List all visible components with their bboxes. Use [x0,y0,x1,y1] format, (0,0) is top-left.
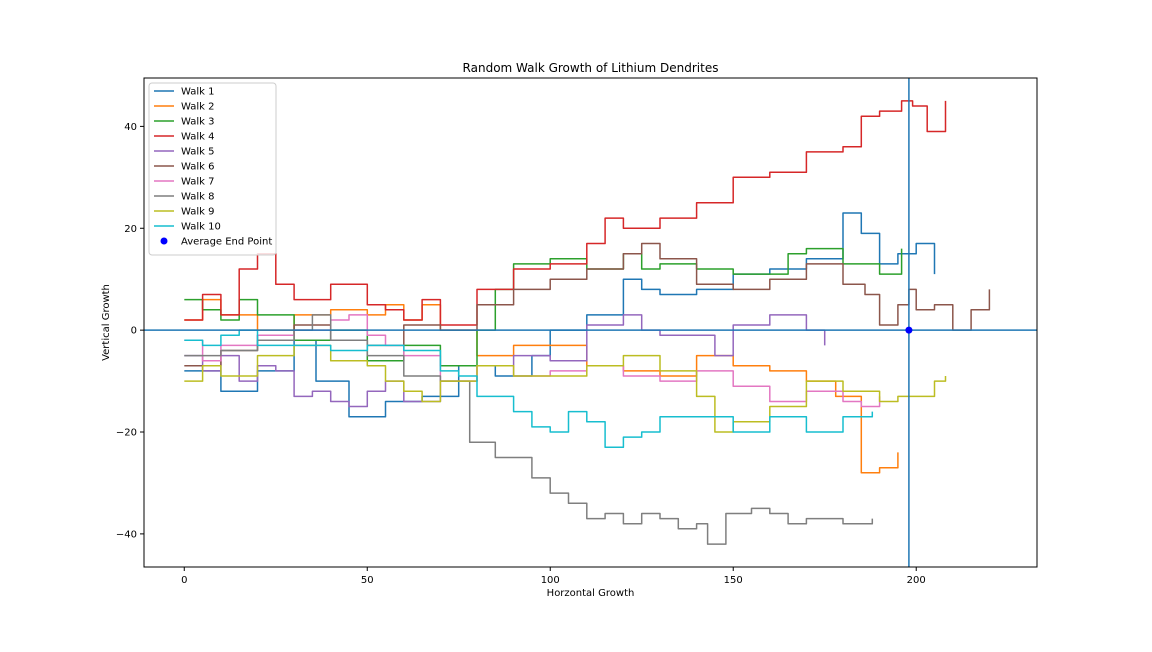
legend: Walk 1 Walk 2 Walk 3 Walk 4 Walk 5 Walk 6 Walk… [148,82,277,256]
legend-label-walk-7: Walk 7 [181,177,215,188]
plot-area [144,78,1037,567]
legend-label-walk-6: Walk 6 [181,162,215,173]
x-tick-label: 100 [541,575,560,586]
series-line-walk-3 [184,247,903,367]
y-tick-label: 20 [124,224,137,235]
legend-swatch-average-end-point [160,237,168,245]
legend-label-walk-3: Walk 3 [181,117,215,128]
series-line-walk-8 [184,314,874,545]
x-tick-label: 0 [181,575,187,586]
y-axis-label: Vertical Growth [101,284,112,361]
legend-label-walk-5: Walk 5 [181,147,215,158]
legend-label-walk-10: Walk 10 [181,222,221,233]
y-tick-label: 40 [124,122,137,133]
x-tick-label: 200 [907,575,926,586]
legend-box [148,82,277,256]
y-tick-label: 0 [131,326,137,337]
x-tick-label: 50 [361,575,374,586]
reference-lines [144,78,1037,567]
x-tick-label: 150 [724,575,743,586]
plot-frame [143,77,1038,568]
legend-label-average-end-point: Average End Point [181,237,272,248]
y-tick-label: −20 [116,428,137,439]
series-line-walk-4 [184,100,947,326]
legend-label-walk-2: Walk 2 [181,102,215,113]
legend-label-walk-4: Walk 4 [181,132,215,143]
legend-label-walk-1: Walk 1 [181,87,215,98]
series-layer [184,100,991,545]
y-tick-label: −40 [116,529,137,540]
legend-label-walk-9: Walk 9 [181,207,215,218]
x-axis-label: Horzontal Growth [547,588,635,599]
series-line-walk-10 [184,329,874,449]
average-end-point-marker [905,326,913,334]
chart-title: Random Walk Growth of Lithium Dendrites [463,61,719,75]
axis-ticks: 0 50 100 150 200 −40 −20 0 20 40 [116,122,926,586]
legend-label-walk-8: Walk 8 [181,192,215,203]
